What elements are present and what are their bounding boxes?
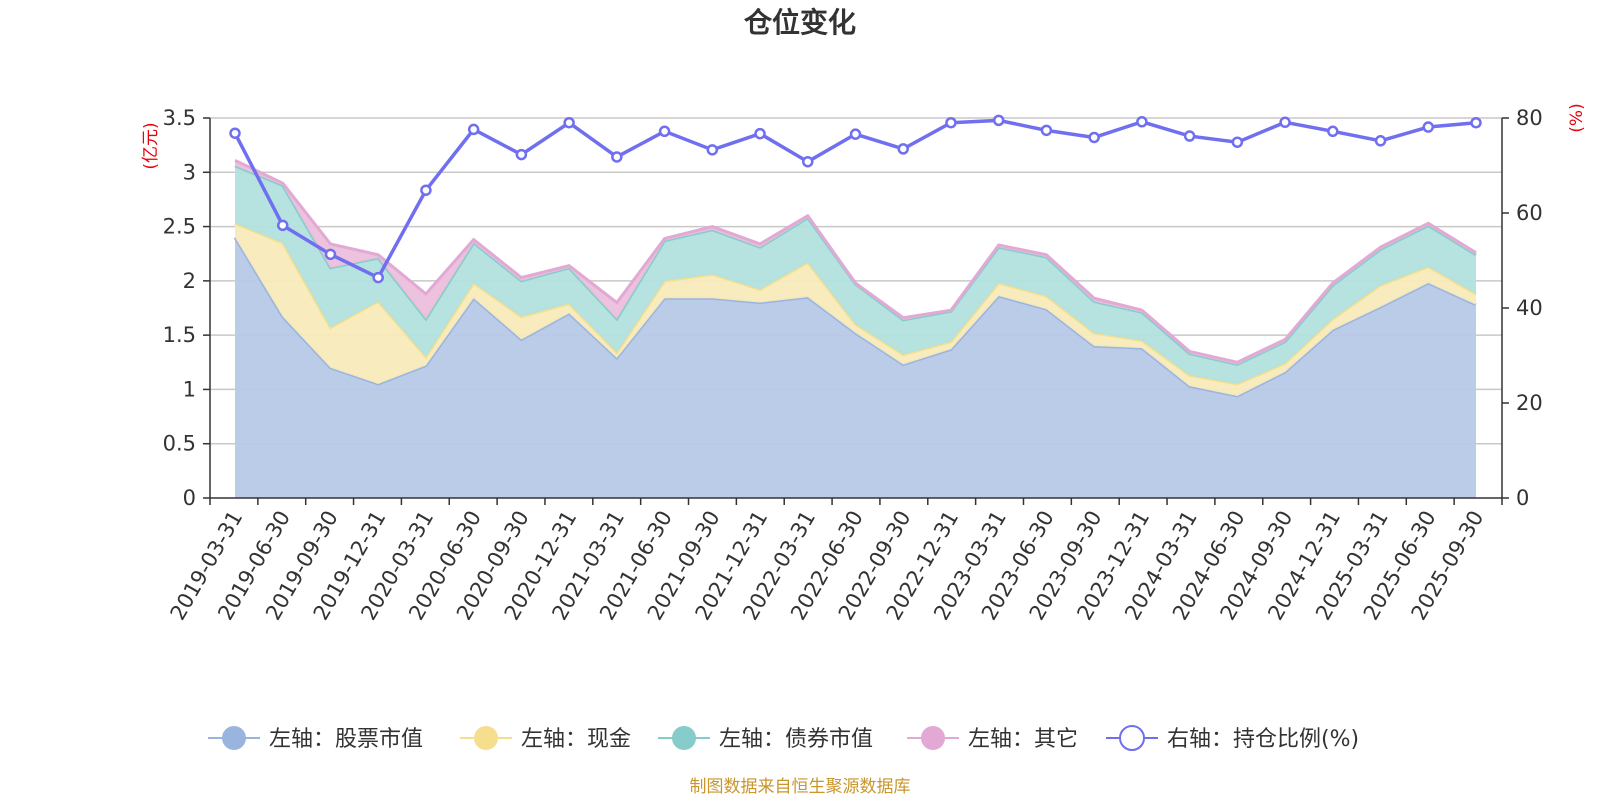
ratio-line	[233, 118, 1477, 280]
ratio-point	[1374, 135, 1387, 147]
ratio-point	[945, 117, 957, 129]
ratio-point	[467, 123, 480, 136]
ratio-point	[515, 148, 528, 161]
ratio-point	[1422, 121, 1435, 133]
chart-title: 仓位变化	[744, 6, 856, 39]
ratio-point	[1279, 116, 1291, 129]
legend-marker	[1119, 725, 1145, 751]
legend-marker	[474, 726, 498, 750]
legend-label: 左轴：债券市值	[719, 727, 873, 752]
left-tick-label: 3.5	[163, 106, 196, 130]
legend-label: 左轴：现金	[521, 727, 631, 752]
ratio-point	[1136, 116, 1148, 128]
legend-label: 左轴：其它	[968, 727, 1078, 752]
left-tick-label: 2	[183, 269, 196, 293]
ratio-point	[706, 144, 719, 156]
legend-item[interactable]: 左轴：现金	[460, 726, 631, 752]
left-tick-label: 1	[183, 377, 196, 401]
ratio-point	[229, 127, 241, 139]
legend-item[interactable]: 左轴：股票市值	[208, 726, 423, 752]
ratio-point	[324, 248, 337, 261]
left-axis-unit: (亿元)	[141, 122, 161, 169]
legend-item[interactable]: 右轴：持仓比例(%)	[1106, 725, 1359, 752]
area-左轴：债券市值	[235, 165, 1476, 384]
ratio-point	[276, 219, 289, 232]
legend-marker	[921, 726, 945, 750]
legend-label: 左轴：股票市值	[269, 727, 423, 752]
area-edge-左轴：其它	[234, 158, 1477, 364]
legend-item[interactable]: 左轴：债券市值	[658, 726, 873, 752]
stacked-areas	[233, 158, 1477, 498]
ratio-point	[563, 117, 575, 129]
source-note: 制图数据来自恒生聚源数据库	[690, 777, 911, 797]
ratio-point	[849, 128, 862, 140]
right-tick-label: 80	[1516, 106, 1543, 130]
right-tick-label: 60	[1516, 201, 1543, 225]
left-tick-label: 0.5	[163, 432, 196, 456]
right-tick-label: 40	[1516, 296, 1543, 320]
ratio-point	[897, 143, 909, 155]
ratio-point	[992, 114, 1005, 127]
legend-item[interactable]: 左轴：其它	[907, 726, 1078, 752]
ratio-point	[372, 271, 384, 284]
left-tick-label: 3	[183, 160, 196, 184]
ratio-point	[658, 125, 671, 138]
legend-marker	[222, 726, 246, 750]
ratio-point	[802, 155, 814, 168]
legend-marker	[672, 726, 696, 750]
right-axis-unit: (%)	[1567, 103, 1587, 132]
ratio-point	[1231, 136, 1244, 148]
ratio-point	[754, 127, 766, 140]
ratio-point	[1470, 117, 1482, 129]
left-tick-label: 2.5	[163, 215, 196, 239]
right-tick-label: 20	[1516, 391, 1543, 415]
left-tick-label: 1.5	[163, 323, 196, 347]
right-tick-label: 0	[1516, 486, 1529, 510]
ratio-point	[1327, 125, 1339, 138]
ratio-line-series	[229, 114, 1482, 284]
left-tick-label: 0	[183, 486, 196, 510]
legend-label: 右轴：持仓比例(%)	[1167, 727, 1359, 752]
ratio-point	[611, 151, 623, 163]
area-左轴：股票市值	[235, 237, 1476, 498]
legend: 左轴：股票市值 左轴：现金 左轴：债券市值 左轴：其它 右轴：持仓比例(%)	[208, 725, 1359, 752]
ratio-point	[1183, 130, 1196, 142]
ratio-point	[420, 184, 432, 196]
ratio-point	[1040, 124, 1053, 137]
ratio-point	[1088, 131, 1100, 144]
